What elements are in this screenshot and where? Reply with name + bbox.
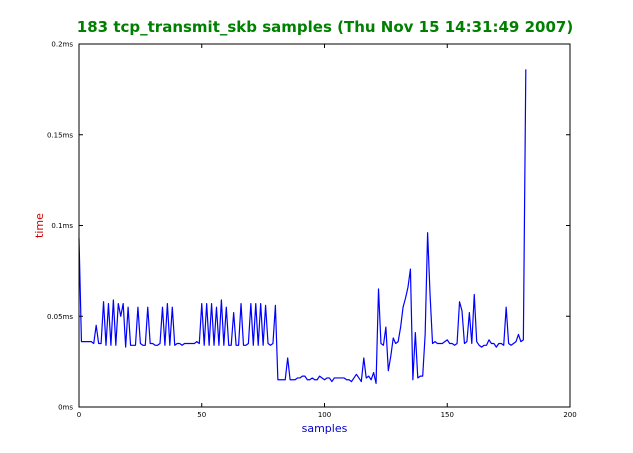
y-tick-label: 0.05ms bbox=[47, 313, 73, 321]
x-tick-label: 200 bbox=[563, 411, 576, 419]
series-line-1 bbox=[78, 69, 527, 385]
y-tick-label: 0.1ms bbox=[51, 222, 73, 230]
y-tick-label: 0.15ms bbox=[47, 131, 73, 139]
x-tick-label: 0 bbox=[77, 411, 81, 419]
x-tick-label: 100 bbox=[318, 411, 331, 419]
y-tick-label: 0ms bbox=[58, 404, 73, 412]
y-tick-label: 0.2ms bbox=[51, 41, 73, 49]
chart-title: 183 tcp_transmit_skb samples (Thu Nov 15… bbox=[76, 18, 574, 36]
x-tick-label: 150 bbox=[441, 411, 454, 419]
x-tick-label: 50 bbox=[197, 411, 206, 419]
y-axis-label: time bbox=[33, 213, 46, 238]
x-axis-label: samples bbox=[302, 422, 348, 435]
plot-frame bbox=[78, 43, 571, 408]
